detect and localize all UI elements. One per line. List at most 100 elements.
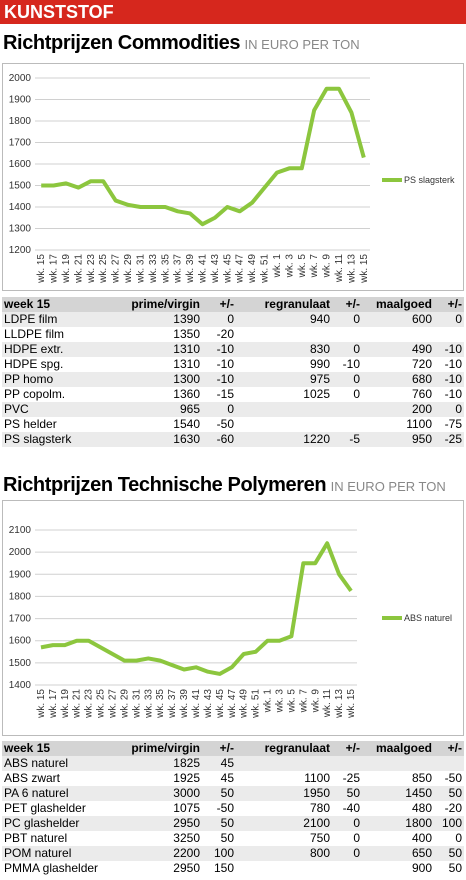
cell: 760 [411,387,432,401]
cell: 1360 [173,387,200,401]
cell: 1825 [110,756,202,771]
cell [362,327,434,342]
table-row: PMMA glashelder 2950 150 900 50 [2,861,464,876]
x-tick-label: wk. 11 [322,689,333,719]
x-tick-label: wk. 33 [143,689,154,719]
cell: POM naturel [2,846,110,861]
cell: -10 [216,357,234,371]
table-row: PA 6 naturel 3000 50 1950 50 1450 50 [2,786,464,801]
legend-label: PS slagsterk [404,175,455,185]
column-header: +/- [434,297,464,312]
table-row: LLDPE film 1350 -20 [2,327,464,342]
cell: PS helder [4,417,57,431]
x-tick-label: wk. 31 [135,254,146,284]
cell: 940 [236,312,332,327]
cell: 1540 [173,417,200,431]
cell: 1100 [406,417,432,431]
cell: 50 [202,786,236,801]
cell: PET glashelder [4,801,86,815]
cell: PP homo [2,372,110,387]
x-tick-label: wk. 5 [297,254,308,279]
cell: 0 [202,312,236,327]
x-tick-label: wk. 29 [119,689,130,719]
cell: 850 [411,771,432,785]
cell: 1800 [362,816,434,831]
cell: 50 [332,786,362,801]
cell: -10 [434,342,464,357]
table-row: ABS naturel 1825 45 [2,756,464,771]
cell: -25 [342,771,360,785]
cell: 720 [411,357,432,371]
cell: PMMA glashelder [4,861,99,875]
x-tick-label: wk. 23 [86,254,97,284]
cell: 50 [434,846,464,861]
column-header: maalgoed [362,297,434,312]
x-tick-label: wk. 45 [222,254,233,284]
cell: 50 [448,861,462,875]
x-tick-label: wk. 7 [298,689,309,714]
cell: 1300 [110,372,202,387]
cell: ABS zwart [4,771,61,785]
cell: 0 [332,816,362,831]
x-tick-label: wk. 1 [272,254,283,279]
cell: 650 [362,846,434,861]
cell [332,417,362,432]
y-tick-label: 1800 [9,116,32,127]
cell: ABS naturel [2,756,110,771]
cell: 1025 [303,387,330,401]
unit: IN EURO PER TON [244,37,360,52]
cell: 1310 [110,342,202,357]
x-tick-label: wk. 17 [49,254,60,284]
y-tick-label: 1400 [9,202,32,213]
x-tick-label: wk. 15 [346,689,357,719]
cell: -5 [332,432,362,447]
cell: LDPE film [2,312,110,327]
cell: -20 [444,801,462,815]
cell: 750 [309,831,330,845]
column-header: week 15 [2,297,110,312]
cell [236,756,332,771]
x-tick-label: wk. 15 [36,689,47,719]
cell: 100 [202,846,236,861]
cell: 900 [411,861,432,875]
section-title: Richtprijzen Commodities IN EURO PER TON [3,32,360,55]
cell: 950 [362,432,434,447]
x-tick-label: wk. 9 [322,254,333,279]
cell: 50 [220,831,234,845]
cell: HDPE spg. [4,357,64,371]
cell: 1220 [236,432,332,447]
cell: 50 [434,786,464,801]
cell: 0 [332,846,362,861]
y-tick-label: 2100 [9,525,32,536]
cell: PA 6 naturel [2,786,110,801]
cell [434,756,464,771]
cell: -60 [202,432,236,447]
x-tick-label: wk. 47 [235,254,246,284]
x-tick-label: wk. 27 [111,254,122,284]
section-title: Richtprijzen Technische Polymeren IN EUR… [3,474,446,497]
y-tick-label: 1500 [9,181,32,192]
cell: -25 [434,432,464,447]
cell: PP copolm. [4,387,66,401]
column-header: regranulaat [236,741,332,756]
column-header: +/- [332,741,362,756]
x-tick-label: wk. 11 [334,254,345,284]
y-tick-label: 1200 [9,245,32,256]
x-tick-label: wk. 27 [108,689,119,719]
cell: 0 [332,312,362,327]
x-tick-label: wk. 41 [191,689,202,719]
cell: 3000 [110,786,202,801]
cell: -50 [216,417,234,431]
column-header: week 15 [2,741,110,756]
cell: 680 [362,372,434,387]
x-tick-label: wk. 41 [198,254,209,284]
x-tick-label: wk. 39 [179,689,190,719]
x-tick-label: wk. 5 [286,689,297,714]
cell: 1310 [173,357,200,371]
title: Richtprijzen Commodities [3,32,241,54]
table-row: HDPE spg. 1310 -10 990 -10 720 -10 [2,357,464,372]
table-row: PC glashelder 2950 50 2100 0 1800 100 [2,816,464,831]
cell: -20 [216,327,234,341]
cell: 1390 [110,312,202,327]
